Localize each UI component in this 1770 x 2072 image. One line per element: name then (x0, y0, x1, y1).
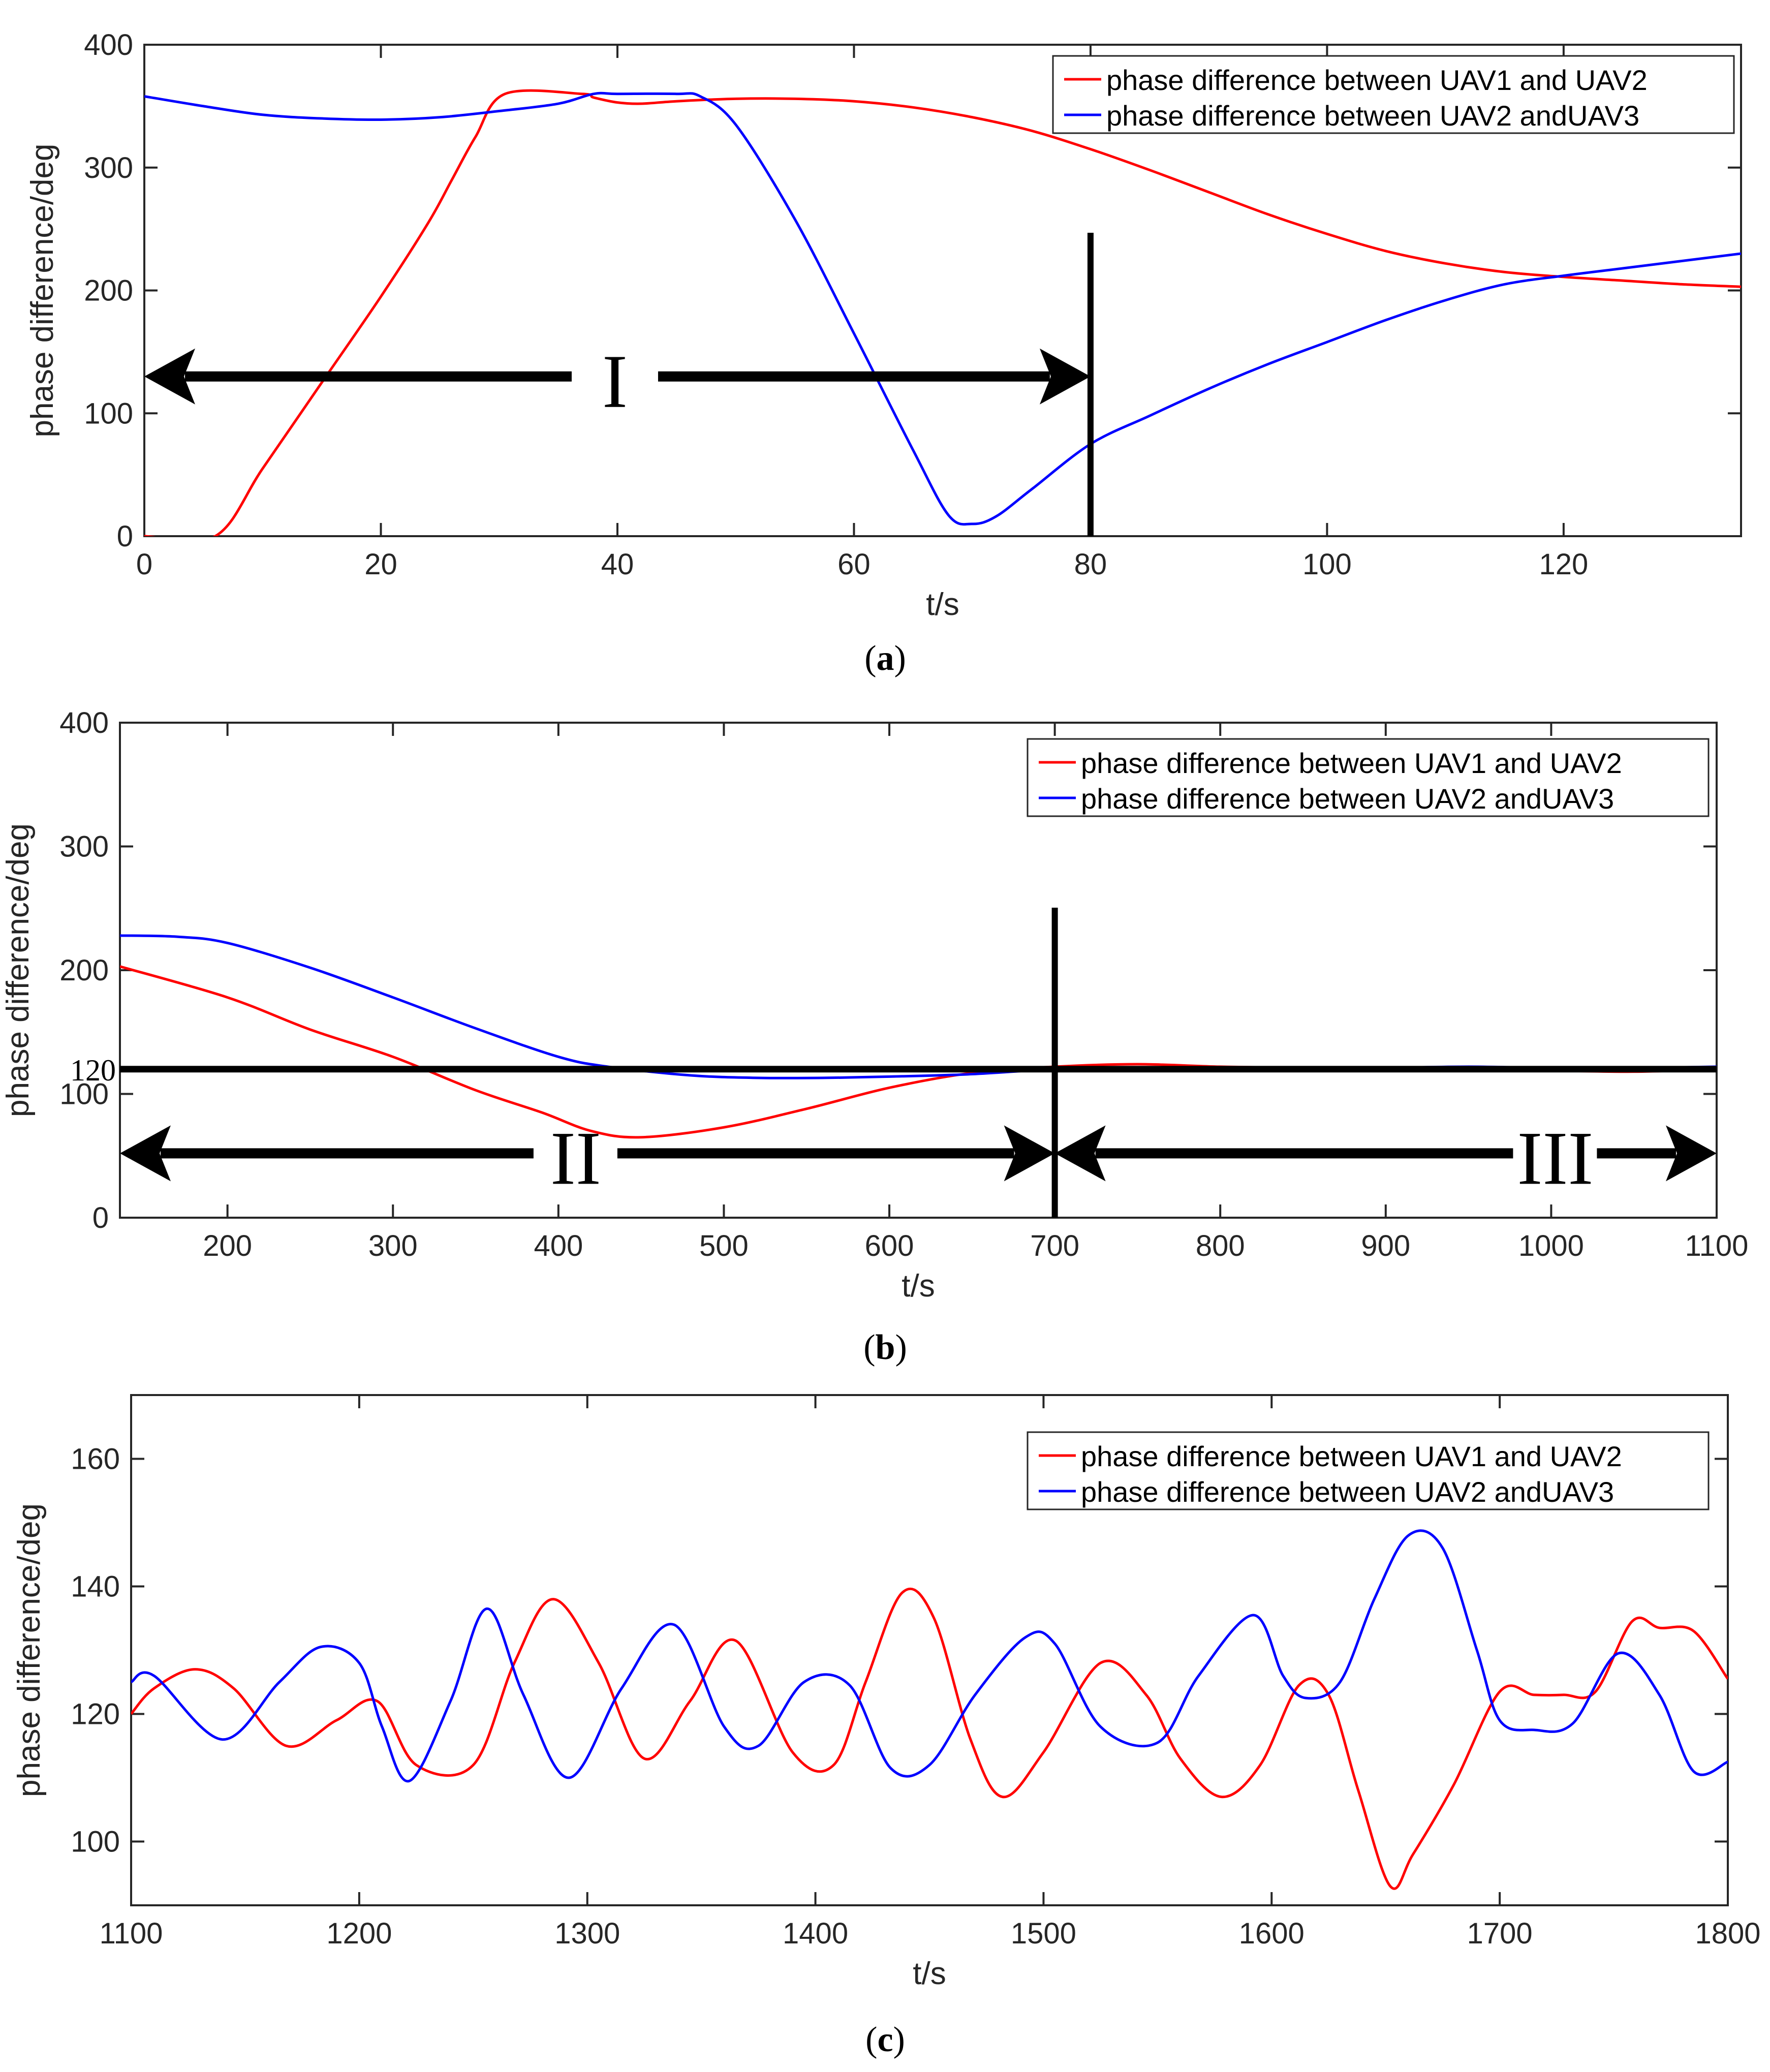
legend-entry-1: phase difference between UAV1 and UAV2 (1081, 1440, 1622, 1472)
series-line-2 (144, 91, 1741, 526)
phase-arrow-head (120, 1125, 171, 1182)
chart-panel-a: 0 20 40 60 80 100 120 0 100 200 300 400 t/s phase dif… (25, 28, 1742, 678)
x-axis-label: t/s (913, 1956, 946, 1991)
series-line-1 (131, 1587, 1728, 1890)
y-tick-label: 0 (92, 1201, 109, 1234)
phase-label: I (602, 339, 628, 424)
x-tick-label: 1600 (1239, 1917, 1305, 1950)
phase-arrow-head (1039, 348, 1091, 405)
y-tick-label: 200 (59, 954, 109, 987)
y-tick-label: 140 (71, 1570, 120, 1603)
x-tick-label: 1400 (783, 1917, 848, 1950)
legend: phase difference between UAV1 and UAV2 ph… (1052, 55, 1735, 134)
series-line-1 (144, 89, 1741, 536)
x-tick-label: 60 (837, 548, 871, 581)
x-tick-label: 1100 (1685, 1229, 1749, 1262)
legend-box (1052, 55, 1735, 134)
series-line-2 (131, 1529, 1728, 1783)
x-tick-label: 200 (203, 1229, 252, 1262)
y-tick-label: 100 (71, 1826, 120, 1859)
phase-arrow-head (1054, 1125, 1106, 1182)
x-tick-label: 120 (1539, 548, 1588, 581)
x-axis-label: t/s (902, 1269, 935, 1304)
y-tick-label: 0 (117, 520, 133, 553)
y-axis-label: phase difference/deg (25, 144, 60, 438)
x-tick-label: 80 (1074, 548, 1107, 581)
x-tick-label: 500 (699, 1229, 749, 1262)
legend: phase difference between UAV1 and UAV2 ph… (1027, 738, 1710, 817)
reference-hline-label: 120 (70, 1054, 116, 1087)
y-tick-label: 100 (59, 1078, 109, 1111)
phase-arrow-head (1004, 1125, 1055, 1182)
x-tick-label: 1100 (100, 1917, 163, 1950)
panel-letter: c (877, 2020, 893, 2059)
y-tick-label: 300 (84, 151, 133, 184)
panel-label: (a) (864, 639, 906, 678)
y-tick-label: 160 (71, 1443, 120, 1476)
x-tick-label: 1300 (554, 1917, 620, 1950)
y-tick-label: 400 (84, 28, 133, 61)
panel-letter: b (876, 1328, 895, 1367)
panel-letter: a (877, 639, 894, 678)
x-tick-label: 600 (865, 1229, 914, 1262)
x-tick-label: 1800 (1695, 1917, 1760, 1950)
phase-arrow-head (144, 348, 195, 405)
y-tick-label: 300 (59, 830, 109, 863)
x-tick-label: 300 (368, 1229, 418, 1262)
legend-entry-2: phase difference between UAV2 andUAV3 (1081, 1476, 1614, 1508)
x-tick-label: 900 (1361, 1229, 1410, 1262)
y-tick-label: 120 (71, 1698, 120, 1731)
legend-entry-2: phase difference between UAV2 andUAV3 (1081, 783, 1614, 815)
x-axis-label: t/s (926, 587, 959, 622)
x-tick-label: 0 (136, 548, 152, 581)
x-tick-label: 700 (1030, 1229, 1079, 1262)
x-tick-label: 100 (1302, 548, 1352, 581)
phase-label: II (550, 1116, 601, 1200)
panel-label: (c) (865, 2020, 905, 2059)
x-tick-label: 40 (601, 548, 634, 581)
phase-label: III (1517, 1116, 1593, 1200)
axes-box (130, 1394, 1729, 1906)
chart-panel-b: 200 300 400 500 600 700 800 900 1000 1100 0 100 200 3… (1, 706, 1748, 1367)
y-tick-label: 100 (84, 397, 133, 430)
x-tick-label: 400 (534, 1229, 583, 1262)
y-axis-label: phase difference/deg (12, 1503, 47, 1797)
x-tick-label: 800 (1196, 1229, 1245, 1262)
x-tick-label: 1000 (1518, 1229, 1584, 1262)
x-tick-label: 1200 (326, 1917, 392, 1950)
y-axis-label: phase difference/deg (1, 823, 36, 1117)
phase-arrow-head (1666, 1125, 1717, 1182)
legend-box (1027, 738, 1710, 817)
y-tick-label: 200 (84, 274, 133, 307)
chart-panel-c: 1100 1200 1300 1400 1500 1600 1700 1800 100 120 14… (12, 1394, 1761, 2059)
legend-entry-1: phase difference between UAV1 and UAV2 (1081, 747, 1622, 779)
x-tick-label: 1500 (1011, 1917, 1076, 1950)
legend-entry-2: phase difference between UAV2 andUAV3 (1106, 100, 1639, 132)
legend: phase difference between UAV1 and UAV2 ph… (1027, 1431, 1710, 1510)
y-tick-label: 400 (59, 706, 109, 739)
legend-box (1027, 1431, 1710, 1510)
panel-label: (b) (863, 1328, 907, 1367)
x-tick-label: 1700 (1467, 1917, 1533, 1950)
x-tick-label: 20 (364, 548, 397, 581)
legend-entry-1: phase difference between UAV1 and UAV2 (1106, 64, 1648, 96)
